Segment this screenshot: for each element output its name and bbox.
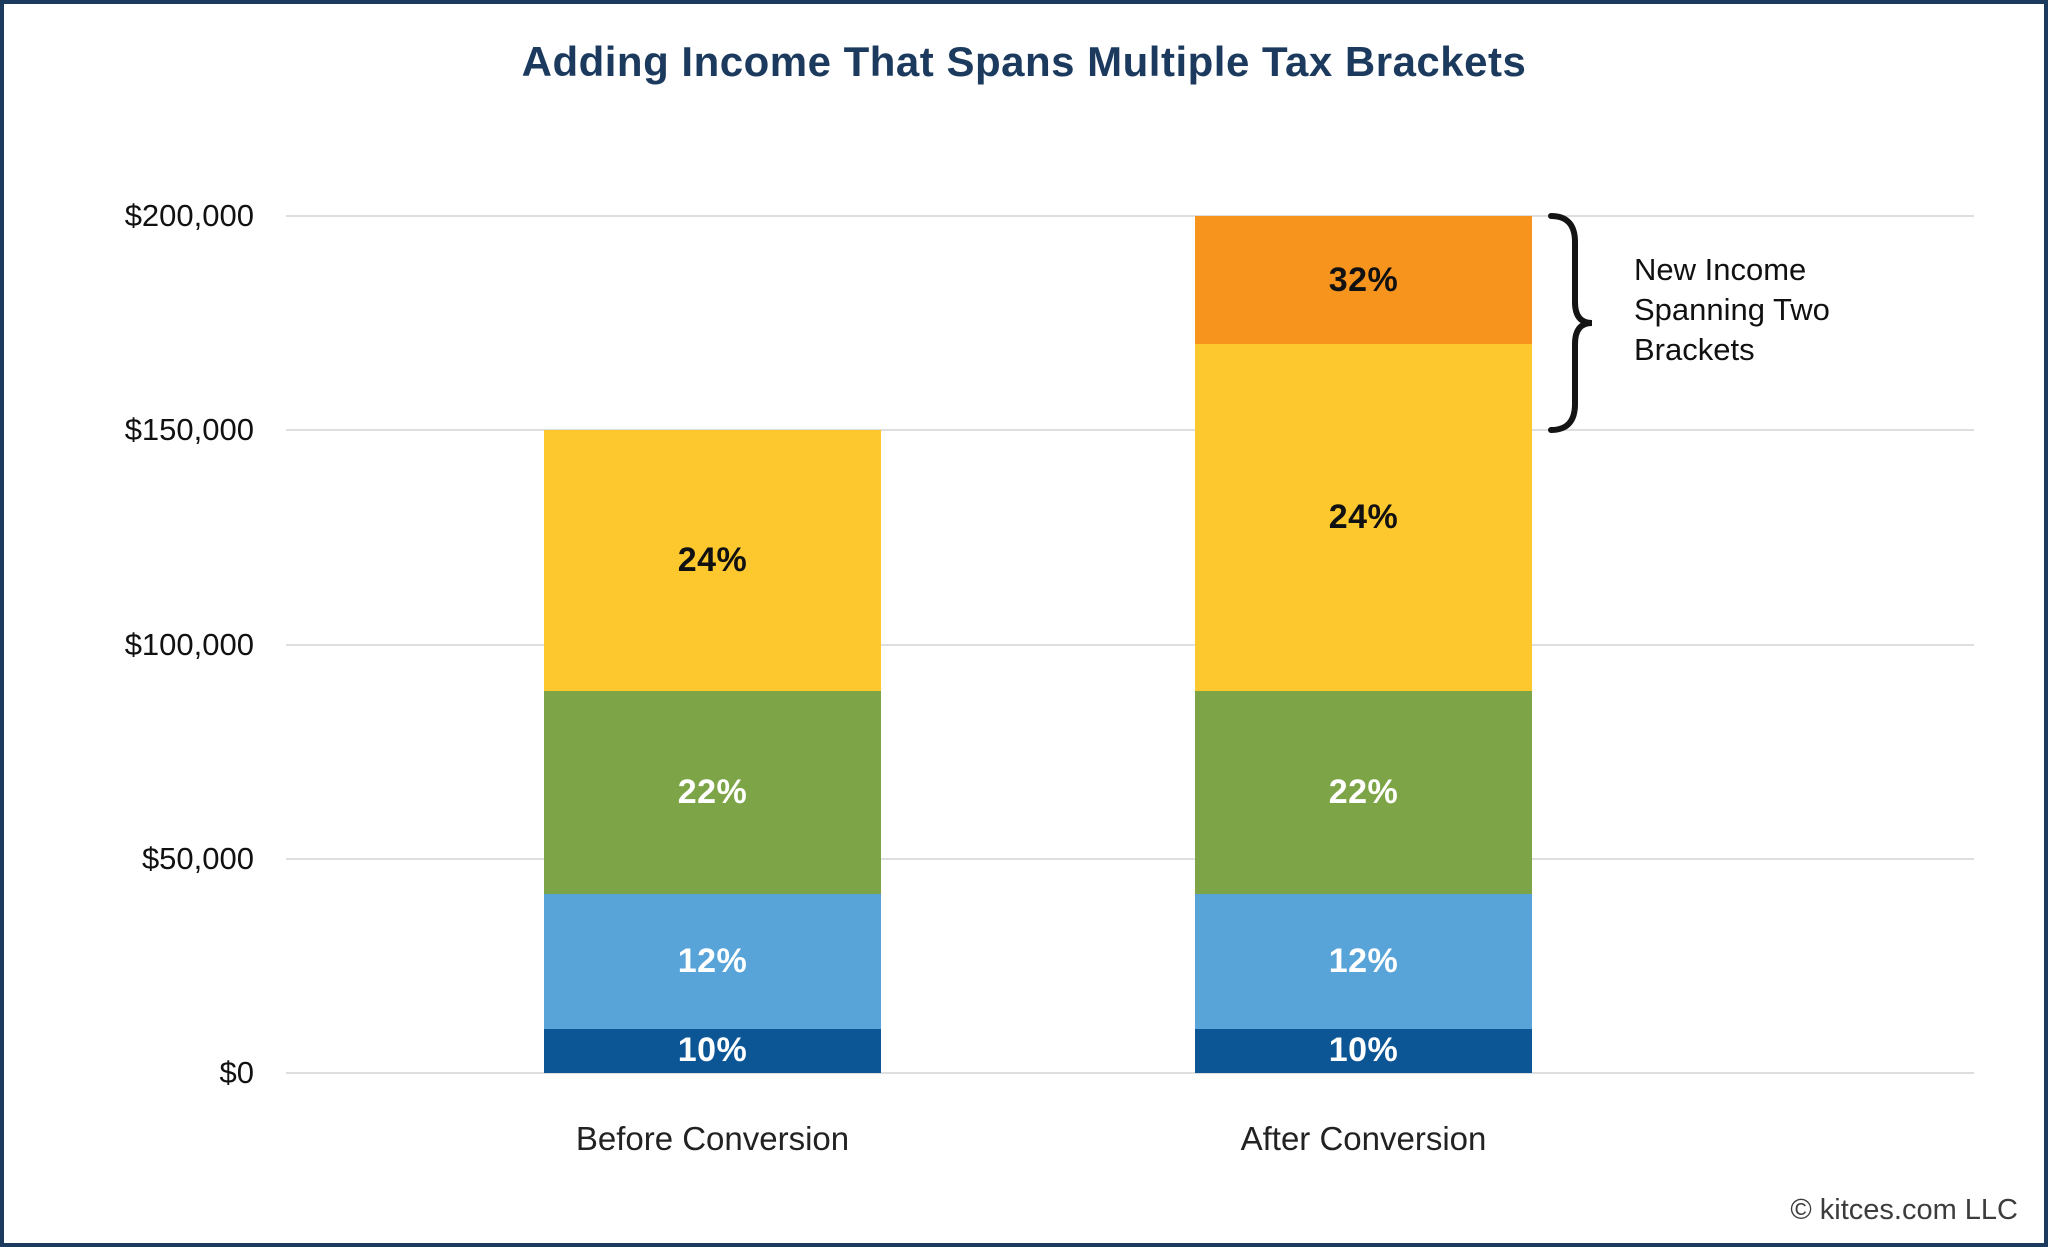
bar-segment-10pct-before-conversion: 10% [544,1028,881,1073]
segment-rate-label: 22% [1328,773,1399,812]
gridline-150000 [286,429,1974,432]
segment-rate-label: 12% [677,941,748,980]
y-axis-tick-label: $0 [219,1055,254,1090]
y-axis-tick-label: $150,000 [124,412,254,448]
gridline-200000 [286,215,1974,217]
segment-rate-label: 10% [677,1031,748,1070]
gridline-50000 [286,857,1974,860]
gridline-100000 [286,643,1974,646]
bar-segment-12pct-after-conversion: 12% [1195,893,1532,1029]
brace-annotation-label: New Income Spanning Two Brackets [1634,250,1830,370]
segment-rate-label: 12% [1328,941,1399,980]
curly-brace-annotation-mark [1546,212,1596,434]
copyright-credit: © kitces.com LLC [1790,1194,2018,1226]
segment-rate-label: 24% [1328,498,1399,537]
bar-segment-24pct-before-conversion: 24% [544,430,881,692]
bar-segment-32pct-after-conversion: 32% [1195,216,1532,345]
gridline-0 [286,1072,1974,1074]
segment-rate-label: 22% [677,773,748,812]
segment-rate-label: 24% [677,541,748,580]
bar-after-conversion: 10% 12% 22% 24% 32% [1195,4,1532,1243]
annotation-line-2: Spanning Two [1634,292,1830,327]
bar-segment-10pct-after-conversion: 10% [1195,1028,1532,1073]
bar-segment-24pct-after-conversion: 24% [1195,344,1532,692]
bar-segment-22pct-after-conversion: 22% [1195,691,1532,894]
segment-rate-label: 32% [1328,260,1399,299]
bar-segment-12pct-before-conversion: 12% [544,893,881,1029]
segment-rate-label: 10% [1328,1031,1399,1070]
curly-brace-icon [1548,213,1593,433]
x-axis-category-label-before-conversion: Before Conversion [575,1120,850,1157]
bar-segment-22pct-before-conversion: 22% [544,691,881,894]
y-axis-tick-label: $100,000 [124,626,254,662]
bar-before-conversion: 10% 12% 22% 24% [544,4,881,1243]
annotation-line-3: Brackets [1634,332,1755,367]
y-axis-tick-label: $200,000 [124,198,254,233]
chart-title: Adding Income That Spans Multiple Tax Br… [521,38,1527,85]
x-axis-category-label-after-conversion: After Conversion [1240,1120,1487,1157]
annotation-line-1: New Income [1634,252,1807,287]
y-axis-tick-label: $50,000 [141,840,254,876]
